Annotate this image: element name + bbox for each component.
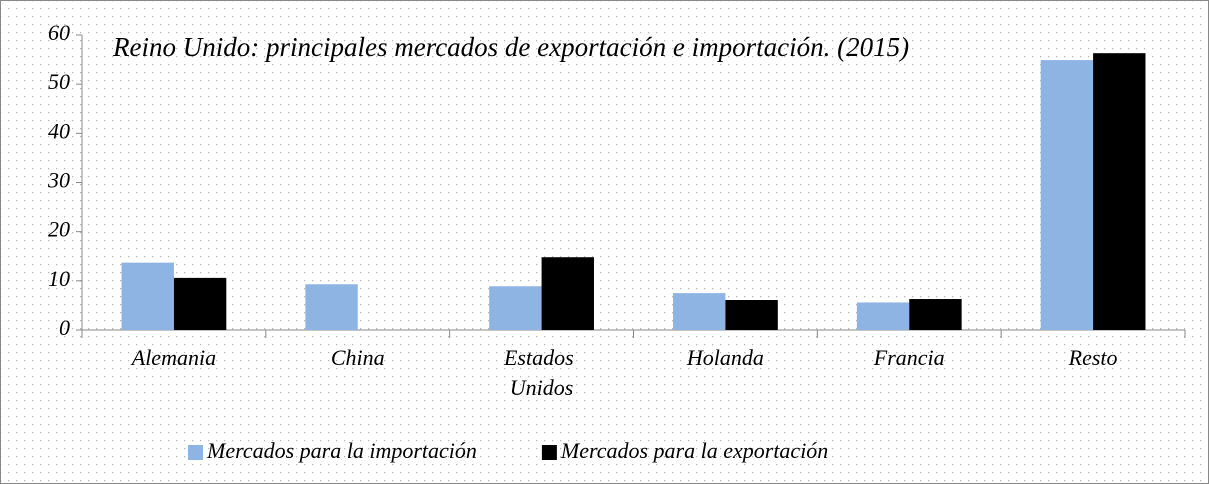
x-tick-label: China <box>331 345 385 370</box>
bar <box>305 284 358 330</box>
y-tick-label: 20 <box>48 217 70 242</box>
x-tick-label: Alemania <box>130 345 216 370</box>
chart-title: Reino Unido: principales mercados de exp… <box>112 32 909 62</box>
legend-swatch <box>541 445 557 460</box>
bar <box>173 277 227 330</box>
y-tick-label: 40 <box>48 118 70 143</box>
x-tick-label: Francia <box>873 345 945 370</box>
x-tick-label: Resto <box>1068 345 1118 370</box>
y-tick-label: 60 <box>48 20 70 45</box>
x-tick-label: Holanda <box>686 345 764 370</box>
legend-label: Mercados para la importación <box>206 438 477 463</box>
bar <box>541 257 594 330</box>
y-tick-label: 0 <box>59 315 70 340</box>
bar <box>1040 60 1094 330</box>
bar <box>121 262 174 330</box>
bar <box>909 299 962 330</box>
y-tick-label: 30 <box>47 168 70 193</box>
x-tick-label: Estados Unidos <box>503 345 579 400</box>
legend-swatch <box>188 445 203 460</box>
y-tick-label: 50 <box>48 69 70 94</box>
bar <box>1093 53 1146 331</box>
y-tick-label: 10 <box>48 266 70 291</box>
bar <box>489 286 542 330</box>
legend-label: Mercados para la exportación <box>560 438 828 463</box>
bar <box>725 300 778 330</box>
bar <box>856 302 910 330</box>
bar <box>673 293 726 330</box>
